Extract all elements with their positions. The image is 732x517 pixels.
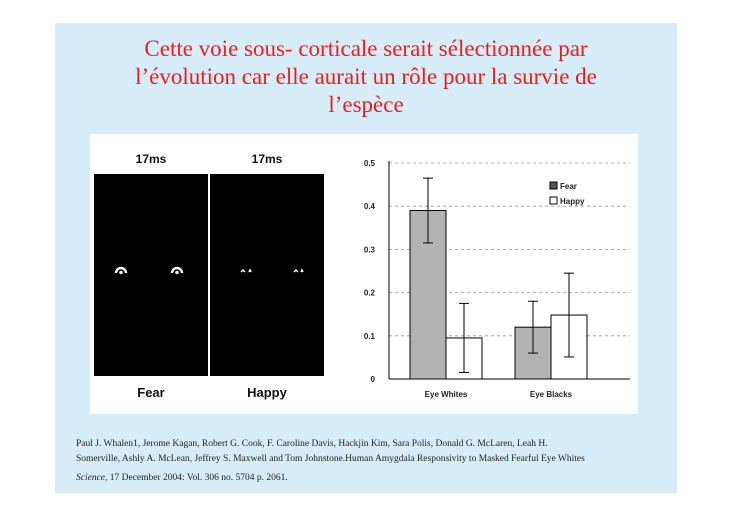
x-category-label: Eye Blacks bbox=[530, 390, 573, 399]
legend-label-fear: Fear bbox=[560, 182, 577, 191]
fear-eye-stimulus bbox=[94, 174, 208, 376]
x-category-label: Eye Whites bbox=[425, 390, 468, 399]
fear-eyes-image bbox=[114, 266, 184, 275]
y-tick-label: 0.1 bbox=[364, 332, 376, 341]
happy-eye-stimulus bbox=[210, 174, 324, 376]
y-tick-label: 0.2 bbox=[364, 289, 376, 298]
happy-eyes-image bbox=[240, 268, 304, 273]
citation-source: Science, 17 December 2004: Vol. 306 no. … bbox=[76, 471, 666, 486]
y-tick-label: 0.5 bbox=[364, 159, 376, 168]
fear-right-eye bbox=[170, 266, 184, 275]
citation-authors-line-1: Paul J. Whalen1, Jerome Kagan, Robert G.… bbox=[76, 439, 548, 449]
fear-duration-label: 17ms bbox=[135, 152, 167, 166]
happy-label: Happy bbox=[247, 385, 287, 400]
legend-swatch-happy bbox=[549, 196, 558, 205]
title-line-2: l’évolution car elle aurait un rôle pour… bbox=[135, 64, 597, 89]
happy-right-eye bbox=[293, 268, 304, 273]
happy-duration-label: 17ms bbox=[251, 152, 283, 166]
citation-details: 17 December 2004: Vol. 306 no. 5704 p. 2… bbox=[107, 473, 288, 483]
y-tick-label: 0 bbox=[371, 375, 376, 384]
fear-label: Fear bbox=[137, 385, 165, 400]
slide: Cette voie sous- corticale serait sélect… bbox=[55, 23, 677, 493]
legend-label-happy: Happy bbox=[560, 197, 585, 206]
title-line-1: Cette voie sous- corticale serait sélect… bbox=[144, 36, 588, 61]
citation: Paul J. Whalen1, Jerome Kagan, Robert G.… bbox=[76, 437, 666, 486]
slide-title: Cette voie sous- corticale serait sélect… bbox=[55, 35, 677, 119]
happy-left-eye bbox=[240, 268, 252, 273]
fear-left-eye bbox=[114, 266, 128, 275]
legend-swatch-fear bbox=[549, 181, 558, 190]
bar-chart: 0 0.1 0.2 0.3 0.4 0.5 Eye Whites Eye Blacks Fear… bbox=[364, 159, 630, 399]
citation-journal: Science, bbox=[76, 473, 108, 483]
citation-authors-line-2: Somerville, Ashly A. McLean, Jeffrey S. … bbox=[76, 454, 585, 464]
y-tick-label: 0.3 bbox=[364, 245, 376, 254]
figure: 17ms Fear 17ms bbox=[90, 134, 638, 414]
title-line-3: l’espèce bbox=[328, 92, 404, 117]
y-tick-label: 0.4 bbox=[364, 202, 376, 211]
